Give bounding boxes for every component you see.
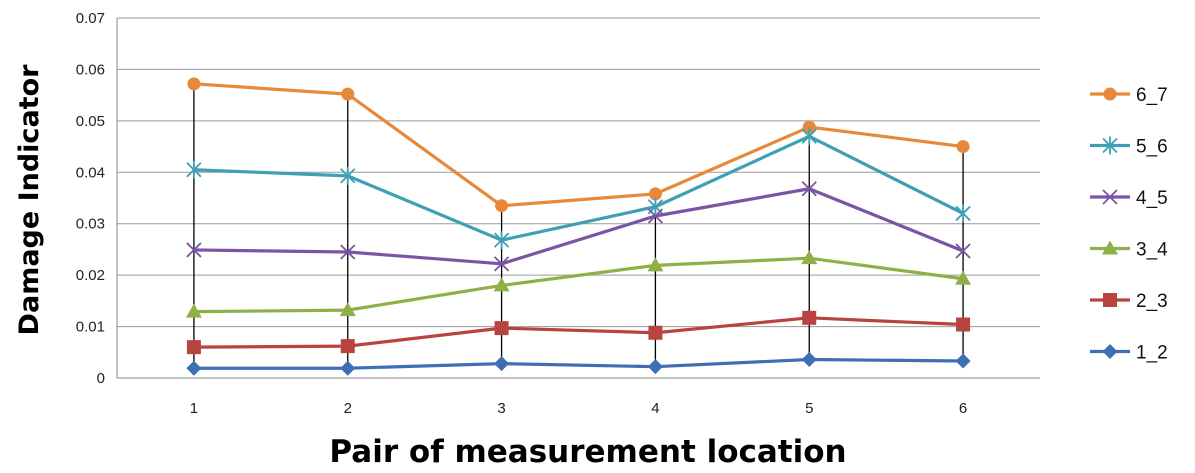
series-6_7	[187, 77, 970, 213]
legend-item: 6_7	[1090, 85, 1168, 106]
data-point	[1102, 189, 1118, 205]
data-point	[186, 340, 201, 355]
data-point	[955, 353, 971, 369]
data-point	[647, 359, 663, 375]
legend-label: 4_5	[1136, 188, 1168, 209]
data-point	[493, 277, 510, 292]
series-5_6	[186, 127, 971, 250]
data-point	[1102, 136, 1118, 155]
series-1_2	[186, 351, 971, 376]
legend-label: 6_7	[1136, 85, 1168, 106]
data-point	[1102, 240, 1118, 255]
series-line	[193, 316, 964, 349]
data-point	[647, 257, 664, 272]
legend-item: 5_6	[1090, 136, 1168, 158]
legend-label: 2_3	[1136, 291, 1168, 312]
data-point	[648, 325, 663, 340]
data-point	[494, 356, 510, 372]
data-point	[187, 77, 201, 91]
x-tick-label: 1	[190, 400, 198, 417]
y-tick-label: 0.05	[76, 113, 105, 130]
legend-item: 1_2	[1090, 343, 1168, 364]
series-line	[193, 82, 964, 208]
legend-item: 2_3	[1090, 291, 1168, 312]
x-tick-labels: 1 2 3 4 5 6	[190, 400, 968, 417]
data-point	[493, 231, 510, 250]
data-point	[340, 244, 356, 260]
data-point	[801, 127, 817, 146]
y-axis-title: Damage Indicator	[14, 64, 45, 336]
series-line	[193, 134, 964, 242]
legend-label: 5_6	[1136, 137, 1168, 158]
data-point	[956, 140, 970, 154]
data-point	[493, 256, 510, 272]
series-line	[193, 357, 964, 370]
series-4_5	[186, 181, 971, 272]
x-tick-label: 4	[651, 400, 659, 417]
data-point	[802, 310, 817, 325]
y-tick-label: 0.07	[76, 10, 105, 27]
series-line	[193, 187, 964, 266]
data-point	[956, 317, 971, 332]
data-point	[801, 351, 817, 367]
data-point	[186, 160, 202, 179]
data-point	[340, 166, 356, 185]
y-tick-labels: 0 0.01 0.02 0.03 0.04 0.05 0.06 0.07	[76, 10, 105, 387]
y-tick-label: 0.06	[76, 61, 105, 78]
data-point	[341, 87, 355, 101]
y-tick-label: 0.03	[76, 216, 105, 233]
data-point	[186, 242, 202, 258]
series-2_3	[186, 310, 971, 355]
data-point	[1103, 87, 1117, 101]
series-3_4	[185, 250, 972, 318]
x-tick-label: 5	[805, 400, 813, 417]
data-point	[955, 270, 972, 285]
data-point	[648, 187, 662, 201]
legend-item: 3_4	[1090, 240, 1168, 261]
data-point	[801, 250, 818, 265]
y-tick-label: 0	[97, 370, 105, 387]
legend-label: 1_2	[1136, 343, 1168, 364]
data-point	[801, 181, 817, 197]
data-point	[1102, 344, 1118, 359]
series-lines	[185, 77, 972, 376]
legend-label: 3_4	[1136, 240, 1168, 261]
series-line	[193, 256, 964, 314]
legend: 6_7 5_6 4_5 3_4 2_3 1_2	[1090, 85, 1168, 364]
data-point	[340, 339, 355, 354]
data-point	[647, 208, 664, 224]
x-axis-title: Pair of measurement location	[329, 434, 846, 470]
data-point	[186, 360, 202, 376]
y-tick-label: 0.02	[76, 267, 105, 284]
y-tick-label: 0.01	[76, 319, 105, 336]
data-point	[340, 360, 356, 376]
data-point	[339, 302, 356, 317]
x-tick-label: 6	[959, 400, 967, 417]
y-tick-label: 0.04	[76, 164, 105, 181]
data-point	[495, 199, 509, 213]
data-point	[955, 204, 971, 223]
data-point	[802, 120, 816, 134]
data-point	[1103, 293, 1117, 307]
data-point	[185, 303, 202, 318]
data-point	[955, 243, 971, 259]
grid-lines	[116, 17, 1040, 379]
legend-item: 4_5	[1090, 188, 1168, 209]
data-point	[494, 321, 509, 336]
drop-lines	[193, 83, 964, 369]
x-tick-label: 3	[497, 400, 505, 417]
x-tick-label: 2	[344, 400, 352, 417]
